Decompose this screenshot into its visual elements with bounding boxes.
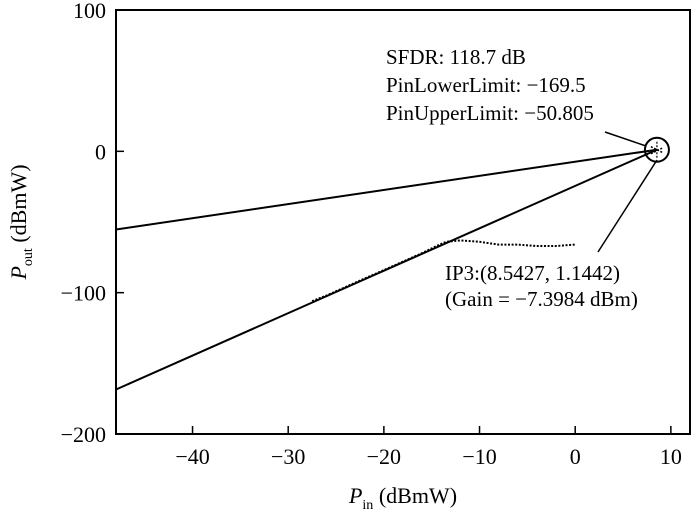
ip3-cluster-a [650,146,664,154]
ip3-marker [643,136,670,163]
annotation-arrow-sfdr [604,131,647,147]
x-tick-label: −20 [367,444,401,469]
y-axis-title: Pout (dBmW) [6,164,36,280]
annotation-pin-lower-limit: PinLowerLimit: −169.5 [386,73,586,97]
series-line-3 [311,239,576,303]
y-tick-label: −200 [61,422,106,447]
y-tick-label: 100 [73,0,106,23]
x-axis-title: Pin (dBmW) [348,483,457,513]
annotation-sfdr: SFDR: 118.7 dB [386,45,526,69]
x-tick-label: −40 [175,444,209,469]
annotation-pin-upper-limit: PinUpperLimit: −50.805 [386,101,594,125]
annotation-ip3-point: IP3:(8.5427, 1.1442) [445,261,620,285]
x-axis-subscript: in [362,498,373,513]
y-axis-unit: (dBmW) [6,164,31,248]
x-axis-unit: (dBmW) [373,483,457,508]
ip3-cluster-b [650,147,664,155]
annotation-arrow-ip3 [597,159,658,253]
plot-frame [115,9,691,435]
ip3-circle [643,136,670,163]
x-tick-label: −30 [271,444,305,469]
y-tick-label: −100 [61,281,106,306]
y-axis-subscript: out [21,248,36,266]
annotation-ip3-gain: (Gain = −7.3984 dBm) [445,287,638,311]
y-axis-symbol: P [6,266,31,280]
series-line-1 [115,148,658,231]
x-axis-symbol: P [348,483,362,508]
x-tick-label: −10 [462,444,496,469]
series-layer [115,148,658,391]
x-tick-label: 0 [570,444,581,469]
x-tick-label: 10 [660,444,682,469]
y-tick-label: 0 [95,139,106,164]
